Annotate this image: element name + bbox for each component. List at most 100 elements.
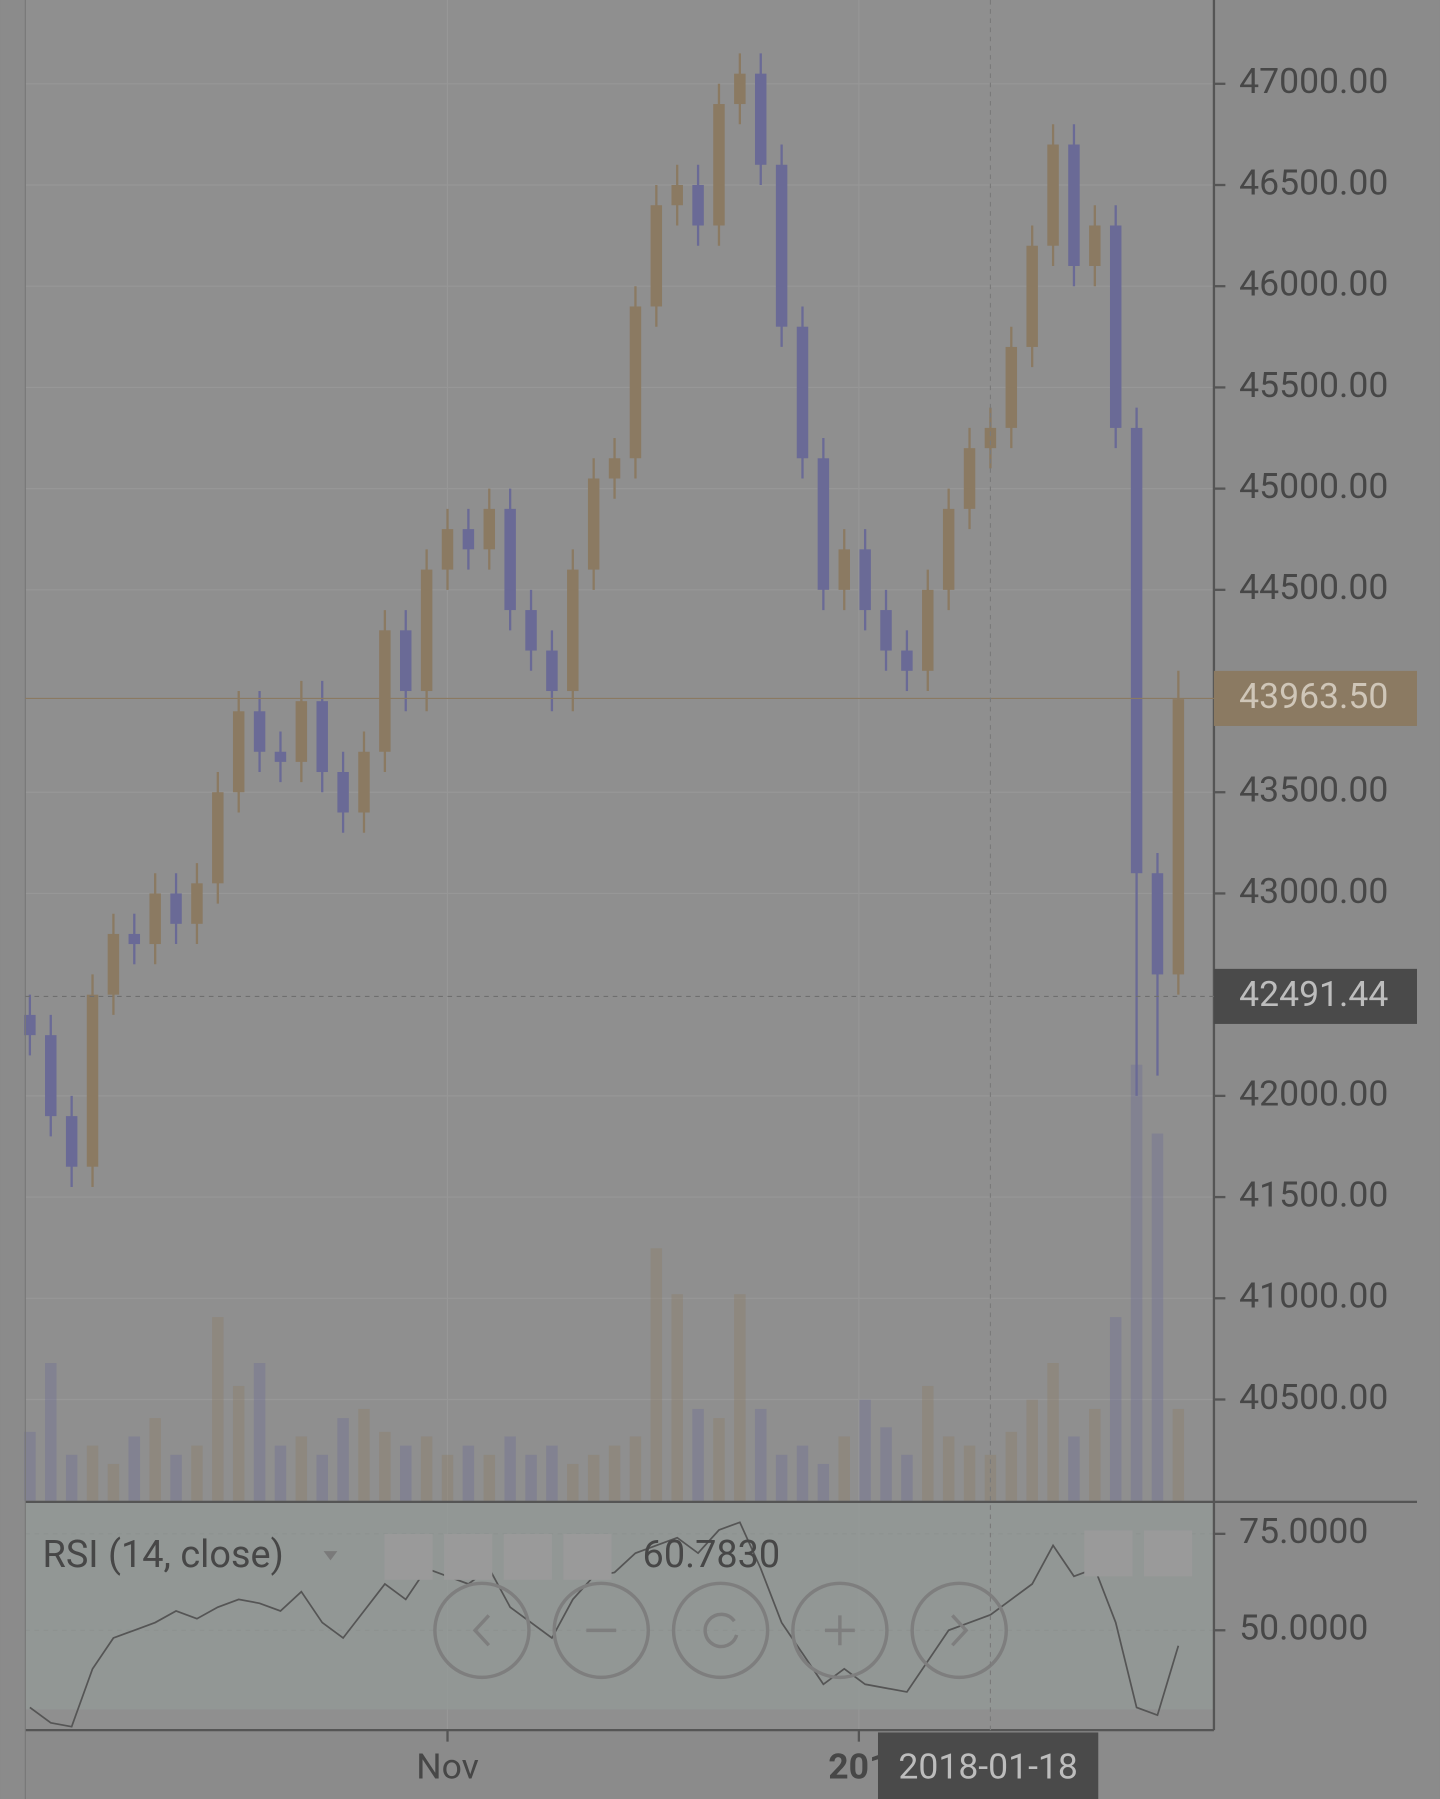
candle-body xyxy=(253,711,266,752)
candle-body xyxy=(754,73,767,165)
volume-bar xyxy=(45,1363,57,1501)
reset-button[interactable] xyxy=(671,1581,770,1680)
candle-body xyxy=(232,711,245,793)
y-tick-label: 43000.00 xyxy=(1239,870,1388,912)
volume-bar xyxy=(671,1294,683,1501)
candle-body xyxy=(316,701,328,773)
last-price-label: 43963.50 xyxy=(1239,675,1388,717)
scroll-right-button[interactable] xyxy=(910,1581,1008,1680)
volume-bar xyxy=(734,1294,746,1501)
volume-bar xyxy=(462,1445,475,1501)
crosshair-x-label: 2018-01-18 xyxy=(898,1746,1077,1788)
remove-button[interactable] xyxy=(563,1533,612,1580)
candle-body xyxy=(734,73,746,105)
dropdown-icon[interactable] xyxy=(323,1551,338,1561)
y-tick-label: 42000.00 xyxy=(1239,1072,1388,1114)
candle-body xyxy=(45,1035,57,1117)
candle-body xyxy=(629,306,642,459)
volume-bar xyxy=(1130,1064,1143,1501)
crosshair-x-box xyxy=(877,1732,1099,1799)
candle-body xyxy=(212,792,224,884)
volume-bar xyxy=(86,1445,99,1501)
candle-body xyxy=(1151,873,1164,975)
x-tick-label: Nov xyxy=(416,1746,479,1788)
candle-body xyxy=(24,1014,36,1036)
volume-bar xyxy=(337,1418,349,1501)
candle-body xyxy=(1172,699,1185,975)
volume-bar xyxy=(212,1317,224,1501)
candle-body xyxy=(608,458,621,479)
nav-icons xyxy=(472,1612,969,1649)
candle-body xyxy=(1047,144,1059,246)
volume-bar xyxy=(65,1454,78,1501)
rsi-buttons xyxy=(384,1530,1193,1580)
scroll-left-button[interactable] xyxy=(433,1581,531,1680)
candle-body xyxy=(838,549,850,590)
volume-bar xyxy=(963,1445,976,1501)
rsi-tick-label: 75.0000 xyxy=(1239,1510,1368,1552)
y-tick-label: 41500.00 xyxy=(1239,1173,1388,1215)
eye-button[interactable] xyxy=(384,1533,433,1580)
candle-body xyxy=(984,427,997,449)
candle-body xyxy=(546,650,558,692)
candle-body xyxy=(1130,427,1143,874)
volume-bar xyxy=(358,1408,370,1501)
volume-bar xyxy=(1068,1436,1080,1501)
candle-body xyxy=(1089,225,1101,266)
volume-bar xyxy=(170,1454,182,1501)
volume-bar xyxy=(483,1454,496,1501)
volume-bar xyxy=(1109,1317,1122,1501)
candle-body xyxy=(650,205,663,307)
candle-body xyxy=(922,589,934,671)
volume-bar xyxy=(525,1454,537,1501)
volume-bar xyxy=(149,1418,161,1501)
candle-body xyxy=(901,650,913,671)
rsi-title: RSI (14, close) xyxy=(43,1533,284,1577)
candle-body xyxy=(1109,225,1122,428)
maximize-button[interactable] xyxy=(1143,1530,1193,1577)
move-up-button[interactable] xyxy=(1084,1530,1133,1577)
zoom-out-button[interactable] xyxy=(552,1581,651,1680)
volume-bar xyxy=(295,1436,308,1501)
candle-body xyxy=(170,893,182,924)
volume-bar xyxy=(107,1463,120,1501)
volume-bar xyxy=(400,1445,412,1501)
candle-body xyxy=(525,610,537,651)
candle-body xyxy=(587,478,600,570)
candle-body xyxy=(817,458,830,590)
candle-body xyxy=(274,751,287,762)
nav-buttons xyxy=(433,1581,1008,1680)
candle-body xyxy=(379,630,391,752)
volume-bar xyxy=(650,1248,663,1501)
candle-body xyxy=(1026,245,1038,347)
zoom-in-button[interactable] xyxy=(791,1581,889,1680)
y-tick-label: 43500.00 xyxy=(1239,769,1388,811)
y-tick-label: 44500.00 xyxy=(1239,566,1388,608)
candle-body xyxy=(796,326,809,459)
volume-bar xyxy=(1047,1363,1059,1501)
volume-bar xyxy=(504,1436,516,1501)
volume-layer xyxy=(24,1064,1185,1501)
volume-bar xyxy=(128,1436,141,1501)
volume-bar xyxy=(1151,1133,1164,1501)
volume-bar xyxy=(838,1436,850,1501)
volume-bar xyxy=(567,1463,579,1501)
volume-bar xyxy=(274,1445,287,1501)
volume-bar xyxy=(713,1418,725,1501)
candle-layer xyxy=(24,53,1185,1187)
volume-bar xyxy=(420,1436,433,1501)
add-button[interactable] xyxy=(503,1533,552,1580)
settings-button[interactable] xyxy=(444,1533,493,1580)
volume-bar xyxy=(692,1408,704,1501)
volume-bar xyxy=(253,1363,266,1501)
y-tick-label: 40500.00 xyxy=(1239,1376,1388,1418)
candle-body xyxy=(713,104,725,226)
candle-body xyxy=(107,933,120,995)
y-tick-label: 47000.00 xyxy=(1239,60,1388,102)
candle-body xyxy=(400,630,412,692)
candle-body xyxy=(859,549,871,611)
candle-body xyxy=(963,448,976,509)
y-tick-label: 46000.00 xyxy=(1239,263,1388,305)
candle-body xyxy=(1068,144,1080,266)
